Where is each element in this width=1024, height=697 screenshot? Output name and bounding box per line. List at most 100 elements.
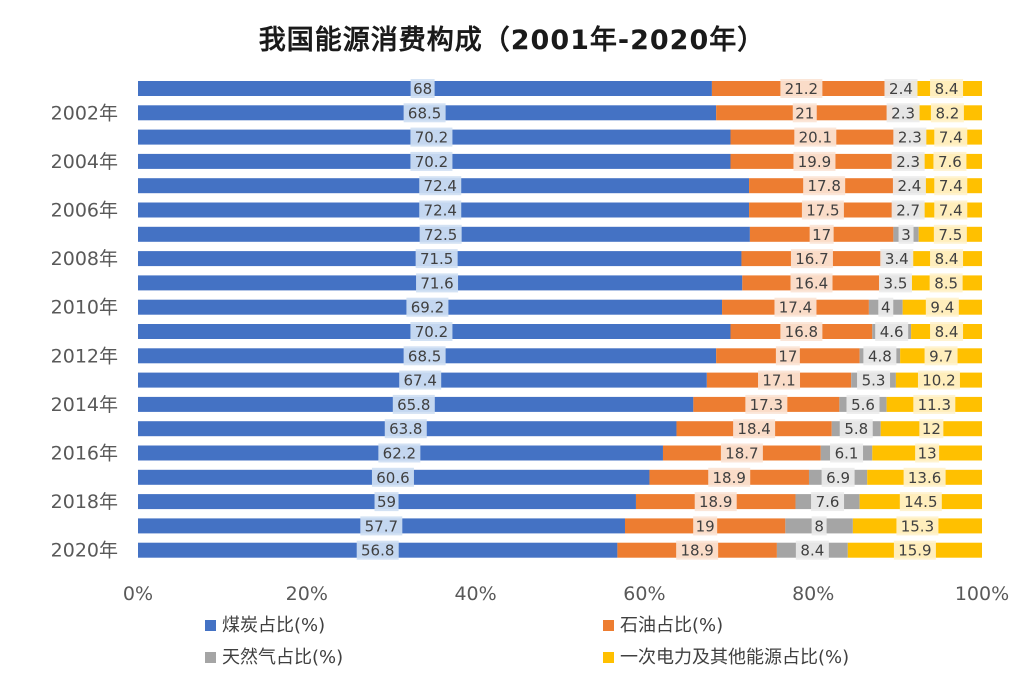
data-label-bg [839,419,873,439]
data-label-series-3-row-2: 2.3 [891,104,915,122]
data-label-bg [915,443,940,463]
data-label-series-2-row-16: 18.7 [725,445,758,463]
category-tick-label: 2002年 [51,102,118,124]
data-label-bg [720,443,763,463]
data-label-series-3-row-10: 4 [881,299,891,317]
data-label-series-4-row-6: 7.4 [939,202,963,220]
data-label-bg [846,394,880,414]
data-label-bg [371,467,414,487]
data-label-series-4-row-20: 15.9 [898,542,931,560]
data-label-series-1-row-16: 62.2 [383,445,416,463]
data-label-bg [801,200,844,220]
data-label-bg [821,467,855,487]
data-label-series-3-row-7: 3 [901,226,911,244]
data-label-bg [898,224,914,244]
data-label-bg [792,103,817,123]
data-label-series-3-row-1: 2.4 [889,80,913,98]
data-label-series-1-row-8: 71.5 [420,250,453,268]
data-label-series-2-row-15: 18.4 [737,420,770,438]
data-label-series-3-row-5: 2.4 [897,177,921,195]
data-label-bg [811,492,845,512]
data-label-bg [410,151,453,171]
data-label-series-2-row-10: 17.4 [779,299,812,317]
data-labels-layer: 68 21.2 2.4 8.4 68.5 21 2.3 8.2 70.2 20.1 2.3 7.4 70… [356,79,968,560]
data-label-bg [924,346,958,366]
data-label-bg [384,419,427,439]
data-label-series-3-row-15: 5.8 [844,420,868,438]
data-label-series-4-row-5: 7.4 [939,177,963,195]
data-label-bg [410,127,453,147]
data-label-series-4-row-1: 8.4 [935,80,959,98]
data-label-bg [917,370,960,390]
data-label-series-2-row-4: 19.9 [798,153,831,171]
data-label-series-4-row-18: 14.5 [904,493,937,511]
data-label-bg [809,224,834,244]
category-tick-label: 2014年 [51,394,118,416]
category-tick-label: 2010年 [51,297,118,319]
data-label-series-4-row-7: 7.5 [938,226,962,244]
data-label-series-3-row-6: 2.7 [896,202,920,220]
data-label-bg [929,273,963,293]
data-label-series-3-row-3: 2.3 [898,129,922,147]
data-label-series-2-row-1: 21.2 [785,80,818,98]
category-tick-label: 2016年 [51,443,118,465]
data-label-bg [893,540,936,560]
data-label-bg [758,370,801,390]
x-tick-label: 100% [955,583,1009,605]
data-label-series-2-row-17: 18.9 [713,469,746,487]
data-label-series-3-row-18: 7.6 [816,493,840,511]
data-label-series-1-row-14: 65.8 [397,396,430,414]
legend-swatch-3 [205,652,216,663]
data-label-bg [934,127,968,147]
category-tick-label: 2012年 [51,345,118,367]
category-axis: 2002年 2004年 2006年 2008年 2010年 2012年 2014年 2016年… [51,102,118,561]
data-label-bg [875,322,909,341]
data-label-series-1-row-17: 60.6 [376,469,409,487]
data-label-bg [790,249,833,269]
chart-title: 我国能源消费构成（2001年-2020年） [258,25,766,56]
data-label-bg [794,127,837,147]
data-label-series-1-row-18: 59 [377,493,396,511]
data-label-series-2-row-5: 17.8 [807,177,840,195]
legend-label-1: 煤炭占比(%) [222,615,325,636]
data-label-series-1-row-2: 68.5 [408,104,441,122]
data-label-series-3-row-8: 3.4 [885,250,909,268]
data-label-bg [694,492,737,512]
data-label-series-1-row-9: 71.6 [420,274,453,292]
data-label-bg [415,249,458,269]
data-label-series-4-row-14: 11.3 [918,396,951,414]
data-label-series-4-row-4: 7.6 [938,153,962,171]
data-label-bg [410,322,453,341]
data-label-bg [830,443,864,463]
data-label-bg [934,176,968,196]
data-label-bg [880,249,914,269]
data-label-series-1-row-13: 67.4 [404,372,437,390]
data-label-series-2-row-12: 17 [778,347,797,365]
data-label-bg [360,516,403,536]
value-axis: 0% 20% 40% 60% 80% 100% [123,583,1009,605]
data-label-series-4-row-10: 9.4 [930,299,954,317]
legend-label-4: 一次电力及其他能源占比(%) [620,647,849,668]
legend-swatch-4 [603,652,614,663]
data-label-bg [903,467,946,487]
legend-swatch-2 [603,620,614,631]
data-label-bg [886,103,920,123]
legend: 煤炭占比(%) 石油占比(%) 天然气占比(%) 一次电力及其他能源占比(%) [205,615,849,668]
data-label-bg [878,297,894,317]
data-label-bg [896,516,939,536]
data-label-bg [933,224,967,244]
data-label-bg [392,394,435,414]
data-label-bg [930,322,964,341]
data-label-bg [795,540,829,560]
data-label-bg [878,273,912,293]
data-label-series-1-row-3: 70.2 [415,129,448,147]
data-label-bg [403,346,446,366]
data-label-series-2-row-7: 17 [812,226,831,244]
data-label-bg [780,79,823,98]
data-label-series-2-row-14: 17.3 [750,396,783,414]
data-label-series-4-row-13: 10.2 [922,372,955,390]
data-label-series-4-row-3: 7.4 [939,129,963,147]
data-label-bg [863,346,897,366]
legend-label-3: 天然气占比(%) [222,647,343,668]
data-label-series-2-row-20: 18.9 [680,542,713,560]
